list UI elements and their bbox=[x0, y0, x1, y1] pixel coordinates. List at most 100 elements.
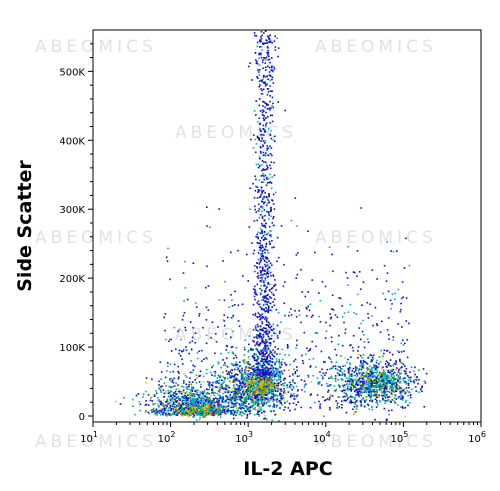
data-point bbox=[263, 374, 266, 377]
data-point bbox=[249, 367, 251, 369]
data-point bbox=[208, 406, 210, 408]
data-point bbox=[244, 391, 247, 394]
data-point bbox=[265, 288, 267, 290]
data-point bbox=[250, 386, 253, 388]
data-point bbox=[264, 117, 267, 119]
data-point bbox=[275, 379, 278, 382]
data-point bbox=[256, 219, 258, 222]
data-point bbox=[261, 89, 263, 92]
data-point bbox=[351, 381, 354, 383]
data-point bbox=[255, 353, 258, 356]
data-point bbox=[279, 362, 281, 365]
data-point bbox=[245, 405, 247, 407]
data-point bbox=[363, 405, 366, 408]
data-point bbox=[259, 244, 262, 247]
data-point bbox=[169, 396, 171, 399]
data-point bbox=[166, 415, 168, 417]
data-point bbox=[201, 404, 203, 406]
data-point bbox=[272, 349, 274, 351]
data-point bbox=[207, 405, 209, 407]
data-point bbox=[169, 401, 172, 404]
data-point bbox=[404, 372, 407, 375]
data-point bbox=[271, 246, 273, 249]
data-point bbox=[178, 403, 180, 405]
data-point bbox=[352, 380, 355, 383]
data-point bbox=[245, 382, 248, 385]
data-point bbox=[324, 337, 327, 339]
data-point bbox=[400, 370, 403, 372]
data-point bbox=[162, 389, 165, 391]
data-point bbox=[358, 377, 361, 379]
data-point bbox=[193, 406, 195, 409]
data-point bbox=[272, 70, 274, 73]
data-point bbox=[200, 399, 203, 401]
data-point bbox=[242, 390, 244, 393]
data-point bbox=[202, 380, 205, 383]
data-point bbox=[392, 336, 395, 338]
data-point bbox=[270, 381, 273, 384]
data-point bbox=[163, 392, 165, 395]
data-point bbox=[268, 177, 270, 180]
data-point bbox=[268, 337, 271, 340]
data-point bbox=[240, 384, 242, 386]
data-point bbox=[348, 376, 350, 378]
data-point bbox=[408, 387, 410, 389]
data-point bbox=[274, 333, 277, 335]
data-point bbox=[234, 374, 236, 376]
data-point bbox=[267, 405, 270, 407]
data-point bbox=[254, 344, 257, 347]
data-point bbox=[270, 395, 273, 398]
data-point bbox=[398, 351, 400, 353]
data-point bbox=[276, 370, 279, 372]
data-point bbox=[295, 385, 298, 388]
data-point bbox=[208, 400, 210, 403]
data-point bbox=[264, 130, 267, 133]
data-point bbox=[190, 404, 192, 406]
data-point bbox=[257, 402, 259, 404]
data-point bbox=[263, 82, 265, 84]
data-point bbox=[232, 387, 235, 390]
data-point bbox=[261, 276, 263, 279]
data-point bbox=[375, 367, 378, 369]
data-point bbox=[263, 341, 266, 343]
data-point bbox=[350, 356, 352, 358]
data-point bbox=[292, 393, 295, 395]
data-point bbox=[269, 342, 271, 344]
data-point bbox=[185, 406, 188, 409]
data-point bbox=[178, 390, 181, 393]
data-point bbox=[403, 377, 406, 379]
data-point bbox=[269, 79, 272, 82]
data-point bbox=[259, 227, 262, 230]
data-point bbox=[263, 209, 266, 211]
data-point bbox=[207, 309, 210, 311]
data-point bbox=[191, 406, 194, 409]
data-point bbox=[253, 32, 256, 34]
data-point bbox=[249, 363, 251, 366]
data-point bbox=[412, 380, 415, 382]
data-point bbox=[260, 399, 262, 401]
data-point bbox=[256, 302, 258, 304]
data-point bbox=[264, 345, 266, 348]
data-point bbox=[177, 377, 180, 380]
data-point bbox=[265, 381, 268, 383]
data-point bbox=[279, 375, 281, 377]
data-point bbox=[295, 225, 298, 227]
data-point bbox=[349, 394, 352, 397]
data-point bbox=[212, 400, 214, 403]
data-point bbox=[250, 347, 252, 350]
data-point bbox=[222, 407, 224, 410]
data-point bbox=[199, 374, 201, 377]
data-point bbox=[233, 375, 235, 378]
data-point bbox=[302, 360, 304, 362]
data-point bbox=[257, 362, 260, 365]
data-point bbox=[262, 140, 265, 142]
data-point bbox=[119, 403, 122, 405]
data-point bbox=[181, 404, 183, 407]
data-point bbox=[266, 333, 269, 336]
data-point bbox=[401, 397, 404, 400]
data-point bbox=[264, 161, 266, 163]
data-point bbox=[358, 271, 361, 273]
data-point bbox=[407, 404, 409, 407]
data-point bbox=[232, 315, 234, 318]
data-point bbox=[267, 305, 270, 307]
